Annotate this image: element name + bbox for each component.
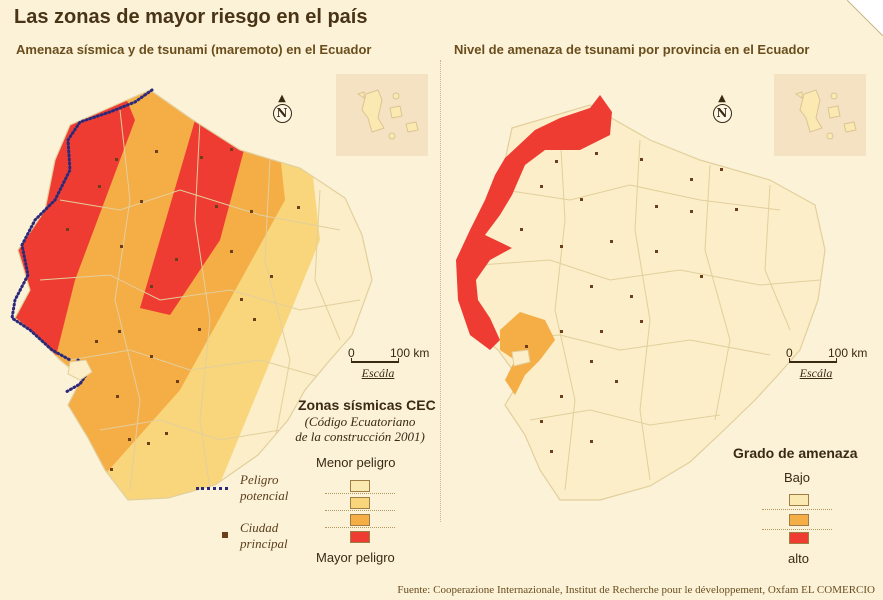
seismic-legend-subtitle: (Código Ecuatoriano de la construcción 2… xyxy=(292,414,428,444)
north-label: N xyxy=(272,104,292,123)
tsunami-threat-map xyxy=(456,95,826,501)
city-legend-label: Ciudad principal xyxy=(240,520,288,552)
galapagos-islands xyxy=(356,89,419,140)
puna-island-right xyxy=(511,349,531,367)
threat-swatch-low xyxy=(789,494,809,506)
seismic-legend-subtitle-line-2: de la construcción 2001) xyxy=(295,429,425,444)
country-outline xyxy=(14,89,373,501)
threat-legend-high-label: alto xyxy=(788,551,809,566)
threat-legend-title: Grado de amenaza xyxy=(733,445,858,461)
zone-swatch-maximum xyxy=(350,531,370,543)
threat-swatch-high xyxy=(789,532,809,544)
scale-bar-left: 0 100 km Escála xyxy=(348,346,448,386)
zone-maximum-inland xyxy=(140,110,248,315)
swatch-separator xyxy=(325,493,395,494)
seismic-legend-low-label: Menor peligro xyxy=(316,455,396,470)
galapagos-inset-right xyxy=(774,74,866,156)
north-arrow-left: ▲ N xyxy=(271,94,293,123)
right-map-subtitle: Nivel de amenaza de tsunami por provinci… xyxy=(454,42,810,57)
high-threat-provinces xyxy=(456,95,612,350)
scale-caption: Escála xyxy=(361,366,395,380)
danger-legend-label: Peligro potencial xyxy=(240,472,288,504)
city-markers xyxy=(66,148,300,471)
scale-end-label: 100 km xyxy=(828,346,868,360)
scale-end-label: 100 km xyxy=(390,346,430,360)
zone-swatch-high xyxy=(350,514,370,526)
city-markers-right xyxy=(520,152,738,453)
danger-line-symbol xyxy=(196,487,228,490)
city-label-line-1: Ciudad xyxy=(240,520,279,535)
scale-bar-line xyxy=(351,358,399,363)
province-borders-right xyxy=(479,129,821,491)
zone-swatch-lowest xyxy=(350,480,370,492)
puna-island xyxy=(67,359,93,381)
danger-label-line-2: potencial xyxy=(240,488,289,503)
page-title: Las zonas de mayor riesgo en el país xyxy=(14,6,368,28)
scale-bar-line xyxy=(789,358,837,363)
coastal-hazard-line xyxy=(10,88,154,362)
city-label-line-2: principal xyxy=(240,536,288,551)
scale-start-label: 0 xyxy=(348,346,355,360)
city-marker-symbol xyxy=(222,532,228,538)
seismic-legend-title: Zonas sísmicas CEC xyxy=(298,397,436,413)
zone-swatch-moderate xyxy=(350,497,370,509)
swatch-separator xyxy=(325,527,395,528)
galapagos-inset-left xyxy=(336,74,428,156)
seismic-legend-subtitle-line-1: (Código Ecuatoriano xyxy=(304,414,416,429)
seismic-zone-map xyxy=(10,88,373,501)
scale-bar-right: 0 100 km Escála xyxy=(786,346,883,386)
swatch-separator xyxy=(762,529,832,530)
galapagos-islands xyxy=(794,89,857,140)
scale-start-label: 0 xyxy=(786,346,793,360)
left-map-subtitle: Amenaza sísmica y de tsunami (maremoto) … xyxy=(16,42,372,57)
scale-caption: Escála xyxy=(799,366,833,380)
north-arrow-right: ▲ N xyxy=(711,94,733,123)
source-footer: Fuente: Cooperazione Internazionale, Ins… xyxy=(397,584,875,596)
province-borders xyxy=(39,109,361,491)
page-corner-fold xyxy=(847,0,883,36)
threat-legend-low-label: Bajo xyxy=(784,470,811,485)
panel-divider xyxy=(440,60,441,522)
seismic-legend-high-label: Mayor peligro xyxy=(316,550,395,565)
threat-swatch-medium xyxy=(789,514,809,526)
swatch-separator xyxy=(762,509,832,510)
danger-label-line-1: Peligro xyxy=(240,472,279,487)
north-label: N xyxy=(712,104,732,123)
swatch-separator xyxy=(325,510,395,511)
